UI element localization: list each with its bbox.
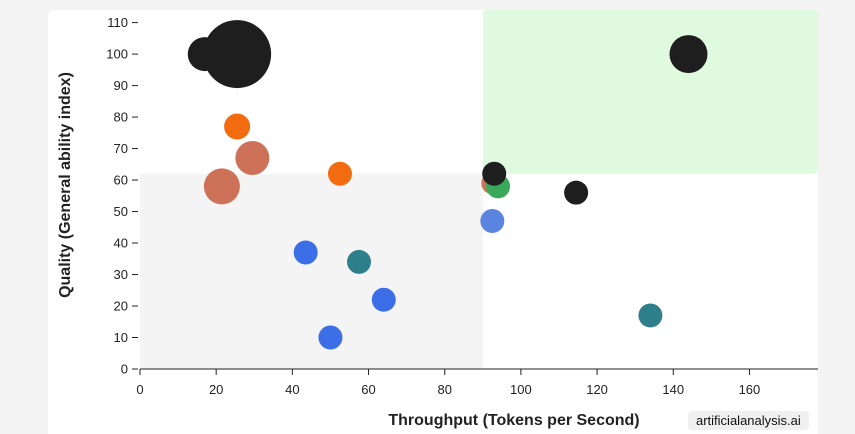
data-point [318, 325, 343, 350]
x-tick-label: 100 [510, 382, 532, 397]
watermark-badge: artificialanalysis.ai [688, 411, 809, 430]
y-tick-label: 90 [114, 78, 128, 93]
y-tick-label: 110 [107, 15, 128, 30]
y-tick-label: 100 [106, 47, 128, 62]
data-point [224, 113, 251, 140]
data-point [235, 141, 270, 176]
data-point [482, 161, 507, 186]
x-tick-label: 40 [285, 382, 299, 397]
y-tick-label: 30 [114, 267, 128, 282]
data-point [564, 180, 589, 205]
data-point [480, 208, 505, 233]
data-point [638, 303, 663, 328]
y-tick-label: 50 [114, 204, 128, 219]
data-point [293, 240, 318, 265]
y-tick-label: 40 [114, 236, 128, 251]
scatter-chart: 0 20 40 60 80 100 120 140 160 0 10 20 30 40 50 60 70 80 90… [57, 10, 818, 429]
data-point [669, 35, 708, 74]
quadrant-layer [140, 10, 818, 369]
data-point [347, 249, 372, 274]
data-point [203, 168, 240, 205]
x-tick-label: 120 [586, 382, 608, 397]
y-tick-label: 80 [114, 110, 128, 125]
y-tick-label: 60 [114, 173, 128, 188]
x-tick-label: 20 [209, 382, 223, 397]
low-quadrant-shade [140, 173, 483, 369]
y-tick-label: 10 [114, 330, 128, 345]
data-point [371, 287, 396, 312]
high-quadrant-shade [482, 10, 818, 174]
x-axis-title: Throughput (Tokens per Second) [388, 412, 639, 429]
chart-card: 0 20 40 60 80 100 120 140 160 0 10 20 30 40 50 60 70 80 90… [48, 10, 818, 434]
x-tick-label: 140 [662, 382, 684, 397]
x-tick-label: 0 [136, 382, 143, 397]
y-axis-title: Quality (General ability index) [57, 72, 74, 298]
point-layer [187, 20, 708, 350]
data-point [327, 161, 352, 186]
x-tick-label: 160 [739, 382, 761, 397]
data-point [203, 20, 272, 89]
y-tick-label: 0 [121, 362, 128, 377]
y-tick-label: 20 [114, 299, 128, 314]
x-tick-label: 60 [361, 382, 375, 397]
axis-layer: 0 20 40 60 80 100 120 140 160 0 10 20 30 40 50 60 70 80 90… [106, 15, 818, 397]
y-tick-label: 70 [114, 141, 128, 156]
x-tick-label: 80 [437, 382, 451, 397]
